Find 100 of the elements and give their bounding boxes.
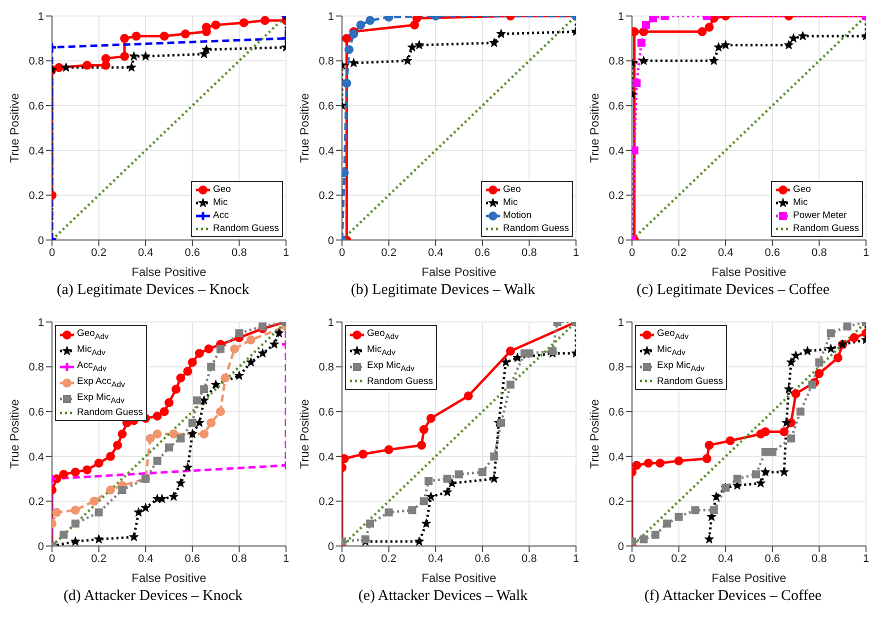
legend-label: Random Guess bbox=[657, 374, 724, 388]
legend-label: Acc bbox=[212, 209, 229, 222]
x-axis-title: False Positive bbox=[712, 265, 787, 279]
x-tick-label: 0.8 bbox=[522, 552, 537, 565]
x-tick-label: 0.8 bbox=[812, 246, 827, 259]
legend-label: Random Guess bbox=[367, 374, 434, 388]
x-tick-label: 0 bbox=[48, 552, 56, 565]
legend-label: Mic bbox=[212, 196, 228, 209]
legend-label: Exp Mic$_{Adv}$ bbox=[657, 358, 704, 375]
y-axis-title: True Positive bbox=[7, 92, 22, 163]
y-tick-label: 0.6 bbox=[318, 100, 334, 113]
text: (e) Attacker Devices – Walk bbox=[357, 587, 529, 606]
x-tick-label: 1 bbox=[282, 552, 290, 565]
legend-label: Exp Mic$_{Adv}$ bbox=[77, 390, 124, 406]
text: (c) Legitimate Devices – Coffee bbox=[636, 281, 830, 300]
x-tick-label: 0 bbox=[628, 552, 636, 565]
x-tick-label: 0.6 bbox=[764, 552, 780, 565]
x-tick-label: 0.4 bbox=[138, 552, 154, 565]
x-tick-label: 0.2 bbox=[91, 552, 106, 565]
y-tick-label: 0.4 bbox=[608, 145, 624, 158]
y-axis-title: True Positive bbox=[297, 92, 312, 163]
y-axis-title: True Positive bbox=[587, 92, 602, 163]
y-tick-label: 0 bbox=[38, 234, 44, 247]
y-axis-title: True Positive bbox=[7, 398, 22, 469]
legend-label: Exp Acc$_{Adv}$ bbox=[77, 374, 125, 391]
y-axis-title: True Positive bbox=[587, 398, 602, 469]
legend-label: Mic bbox=[792, 196, 808, 209]
y-tick-label: 0.4 bbox=[318, 145, 334, 158]
legend-label: Acc$_{Adv}$ bbox=[77, 358, 106, 375]
y-tick-label: 0.8 bbox=[318, 362, 334, 374]
x-tick-label: 0.8 bbox=[522, 246, 537, 259]
x-tick-label: 0 bbox=[628, 246, 636, 259]
x-tick-label: 0.2 bbox=[381, 246, 396, 259]
y-tick-label: 0.4 bbox=[608, 451, 624, 464]
x-axis-title: False Positive bbox=[132, 265, 207, 279]
y-tick-label: 0 bbox=[618, 540, 624, 553]
x-tick-label: 0.8 bbox=[232, 246, 247, 259]
x-axis-title: False Positive bbox=[422, 265, 497, 279]
x-tick-label: 1 bbox=[282, 246, 290, 259]
x-tick-label: 0.2 bbox=[91, 246, 106, 259]
y-tick-label: 0.8 bbox=[608, 362, 624, 374]
y-tick-label: 0.6 bbox=[28, 100, 44, 113]
x-tick-label: 0.2 bbox=[381, 552, 396, 565]
legend-label: Mic bbox=[502, 196, 518, 209]
y-tick-label: 1 bbox=[38, 10, 44, 23]
y-tick-label: 1 bbox=[618, 10, 624, 23]
legend-label: Geo bbox=[502, 183, 521, 196]
y-tick-label: 0.2 bbox=[318, 496, 334, 508]
y-tick-label: 0.8 bbox=[318, 56, 334, 68]
x-tick-label: 0.8 bbox=[812, 552, 827, 565]
y-tick-label: 0 bbox=[328, 540, 334, 553]
y-tick-label: 0.6 bbox=[28, 406, 44, 419]
y-tick-label: 0.4 bbox=[318, 451, 334, 464]
y-tick-label: 0.6 bbox=[608, 406, 624, 419]
y-tick-label: 0.8 bbox=[28, 56, 44, 68]
legend-label: Random Guess bbox=[792, 222, 859, 235]
legend-label: Exp Mic$_{Adv}$ bbox=[367, 358, 414, 375]
y-tick-label: 0.4 bbox=[28, 145, 44, 158]
y-tick-label: 0.4 bbox=[28, 451, 44, 464]
text: (d) Attacker Devices – Knock bbox=[62, 587, 244, 606]
text: (a) Legitimate Devices – Knock bbox=[56, 281, 250, 300]
x-tick-label: 1 bbox=[862, 246, 870, 259]
legend-label: Random Guess bbox=[77, 406, 144, 420]
legend-label: Geo bbox=[212, 183, 231, 196]
x-tick-label: 0.2 bbox=[671, 246, 686, 259]
x-tick-label: 0.4 bbox=[138, 246, 154, 259]
y-tick-label: 0.2 bbox=[28, 190, 44, 202]
x-tick-label: 0.4 bbox=[428, 246, 444, 259]
text: (f) Attacker Devices – Coffee bbox=[643, 587, 823, 606]
x-tick-label: 0.2 bbox=[671, 552, 686, 565]
x-axis-title: False Positive bbox=[712, 571, 787, 585]
y-tick-label: 0.2 bbox=[318, 190, 334, 202]
x-tick-label: 1 bbox=[862, 552, 870, 565]
x-tick-label: 0 bbox=[48, 246, 56, 259]
legend-label: Geo$_{Adv}$ bbox=[657, 327, 689, 343]
legend-label: Geo bbox=[792, 183, 811, 196]
y-axis-title: True Positive bbox=[297, 398, 312, 469]
legend-label: Power Meter bbox=[792, 209, 847, 222]
x-tick-label: 1 bbox=[572, 246, 580, 259]
legend-label: Geo$_{Adv}$ bbox=[367, 327, 399, 343]
y-tick-label: 0.2 bbox=[608, 496, 624, 508]
y-tick-label: 0 bbox=[328, 234, 334, 247]
y-tick-label: 0.2 bbox=[28, 496, 44, 508]
legend-label: Mic$_{Adv}$ bbox=[657, 342, 686, 359]
y-tick-label: 0.8 bbox=[608, 56, 624, 68]
y-tick-label: 0.6 bbox=[608, 100, 624, 113]
x-tick-label: 0.6 bbox=[474, 246, 490, 259]
legend-label: Random Guess bbox=[212, 222, 279, 235]
y-tick-label: 1 bbox=[618, 316, 624, 329]
y-tick-label: 0 bbox=[618, 234, 624, 247]
x-tick-label: 0.4 bbox=[428, 552, 444, 565]
y-tick-label: 0.6 bbox=[318, 406, 334, 419]
x-tick-label: 0 bbox=[338, 552, 346, 565]
x-axis-title: False Positive bbox=[422, 571, 497, 585]
legend-label: Geo$_{Adv}$ bbox=[77, 327, 109, 343]
x-axis-title: False Positive bbox=[132, 571, 207, 585]
y-tick-label: 0 bbox=[38, 540, 44, 553]
x-tick-label: 0.4 bbox=[718, 552, 734, 565]
y-tick-label: 0.2 bbox=[608, 190, 624, 202]
legend-label: Random Guess bbox=[502, 222, 569, 235]
